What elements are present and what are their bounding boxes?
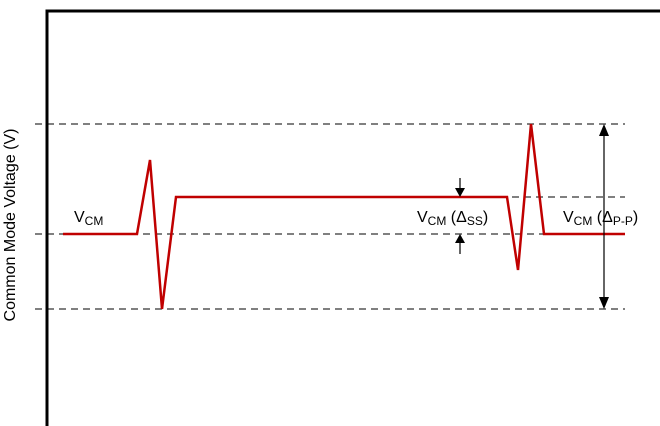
vcm-label: VCM: [74, 209, 103, 228]
delta-ss-arrows: [455, 178, 465, 254]
vcm-delta-ss-label: VCM (ΔSS): [417, 209, 488, 228]
vcm-waveform: [63, 123, 625, 310]
y-axis-title: Common Mode Voltage (V): [2, 129, 19, 322]
delta-pp-arrow: [599, 124, 609, 309]
vcm-delta-pp-label: VCM (ΔP-P): [563, 209, 638, 228]
